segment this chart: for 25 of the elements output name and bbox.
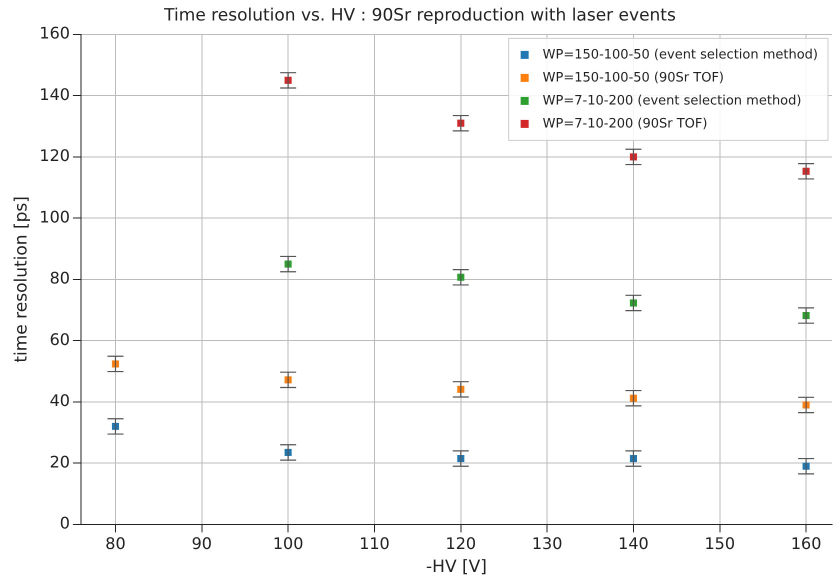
y-tick-label: 160 [39,24,70,43]
y-tick-label: 60 [50,330,70,349]
x-tick-label: 120 [446,534,476,554]
x-tick-label: 130 [532,534,562,554]
x-axis-title: -HV [V] [426,557,487,578]
y-tick-label: 20 [50,452,70,472]
y-tick-label: 80 [50,268,70,288]
y-tick-label: 120 [39,146,70,166]
y-axis-title: time resolution [ps] [12,196,32,363]
x-tick-label: 80 [105,534,126,554]
legend-label: WP=7-10-200 (event selection method) [542,93,802,108]
y-tick-label: 140 [39,84,70,104]
x-tick-label: 160 [790,534,822,554]
x-tick-label: 90 [192,534,212,554]
legend-label: WP=150-100-50 (90Sr TOF) [542,70,724,86]
x-tick-label: 110 [359,534,390,554]
y-tick-label: 0 [60,514,70,533]
x-tick-label: 140 [618,534,649,554]
x-tick-label: 100 [272,534,304,554]
x-tick-label: 150 [704,534,736,554]
chart-title: Time resolution vs. HV : 90Sr reproduction with laser events [163,6,676,26]
y-tick-label: 100 [39,207,70,226]
legend-label: WP=150-100-50 (event selection method) [542,47,818,62]
y-tick-label: 40 [50,391,70,410]
legend-label: WP=7-10-200 (90Sr TOF) [542,116,708,132]
